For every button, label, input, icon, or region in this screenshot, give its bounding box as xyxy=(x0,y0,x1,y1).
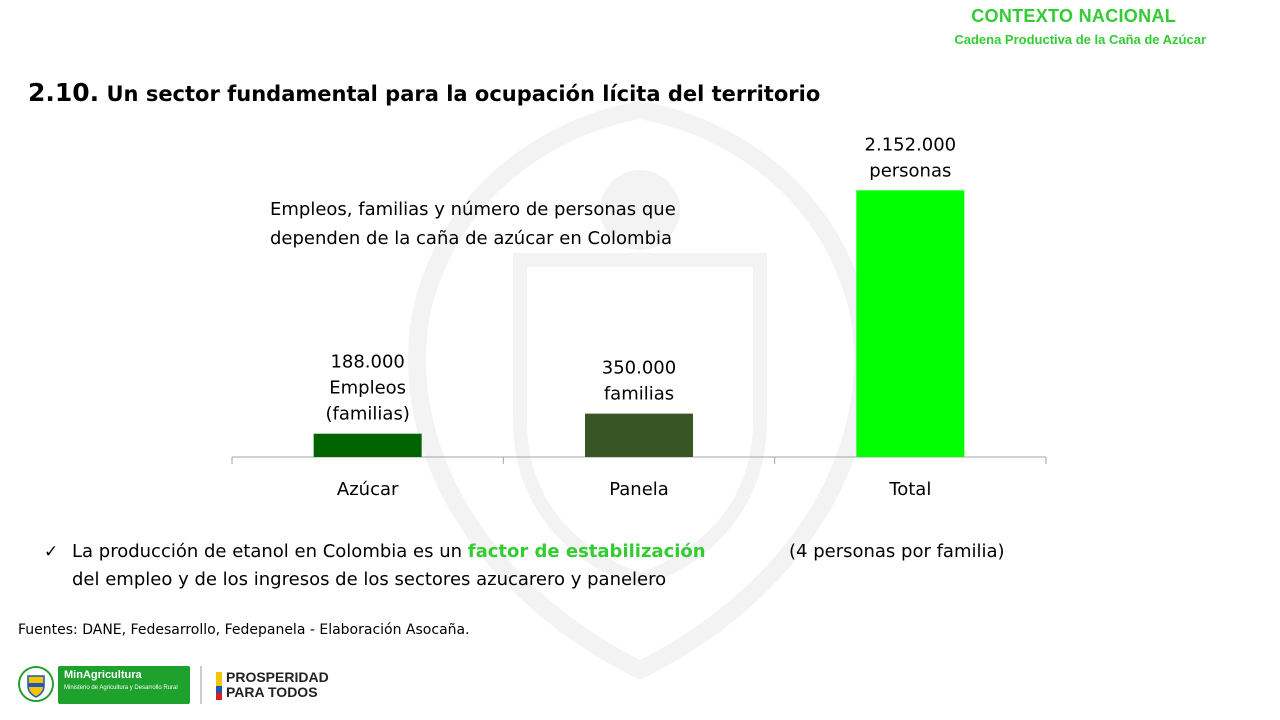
colombia-shield-icon xyxy=(18,666,54,702)
footer-logos: MinAgricultura Ministerio de Agricultura… xyxy=(18,660,358,708)
section-subtitle: Cadena Productiva de la Caña de Azúcar xyxy=(954,32,1206,47)
data-label: 188.000 xyxy=(330,352,404,373)
checkmark-icon: ✓ xyxy=(44,542,59,562)
prosperidad-logo: PROSPERIDAD PARA TODOS xyxy=(216,669,329,700)
slide-number: 2.10. xyxy=(28,78,100,107)
data-label: familias xyxy=(604,384,674,405)
bullet-line-1: La producción de etanol en Colombia es u… xyxy=(72,538,706,566)
persons-per-family-note: (4 personas por familia) xyxy=(789,541,1005,562)
bullet-highlight: factor de estabilización xyxy=(467,541,706,562)
bullet-line-2: del empleo y de los ingresos de los sect… xyxy=(72,569,667,590)
flag-stripe-icon xyxy=(216,672,222,700)
data-label: 350.000 xyxy=(602,358,676,379)
sources-note: Fuentes: DANE, Fedesarrollo, Fedepanela … xyxy=(18,622,470,638)
chart-description: Empleos, familias y número de personas q… xyxy=(270,199,676,249)
logo-separator xyxy=(200,666,202,704)
section-header: CONTEXTO NACIONAL xyxy=(971,6,1176,26)
bar-1 xyxy=(585,413,693,457)
prosperity-line-2: PARA TODOS xyxy=(226,684,318,700)
x-tick-label: Azúcar xyxy=(337,479,399,500)
slide-title: 2.10. Un sector fundamental para la ocup… xyxy=(28,78,820,107)
data-label: (familias) xyxy=(325,404,409,425)
minagricultura-logo: MinAgricultura Ministerio de Agricultura… xyxy=(58,666,190,704)
slide-title-text: Un sector fundamental para la ocupación … xyxy=(106,82,821,106)
prosperity-line-1: PROSPERIDAD xyxy=(226,669,329,685)
ministry-subtitle: Ministerio de Agricultura y Desarrollo R… xyxy=(64,685,178,691)
x-tick-label: Panela xyxy=(609,479,669,500)
data-label: personas xyxy=(869,160,951,181)
data-label: Empleos xyxy=(329,378,406,399)
coat-of-arms-watermark xyxy=(408,100,872,681)
bullet-prefix: La producción de etanol en Colombia es u… xyxy=(72,541,463,562)
ministry-name: MinAgricultura xyxy=(64,669,142,681)
x-tick-label: Total xyxy=(888,479,931,500)
bar-2 xyxy=(856,190,965,458)
data-label: 2.152.000 xyxy=(865,134,957,155)
bar-0 xyxy=(313,433,422,457)
